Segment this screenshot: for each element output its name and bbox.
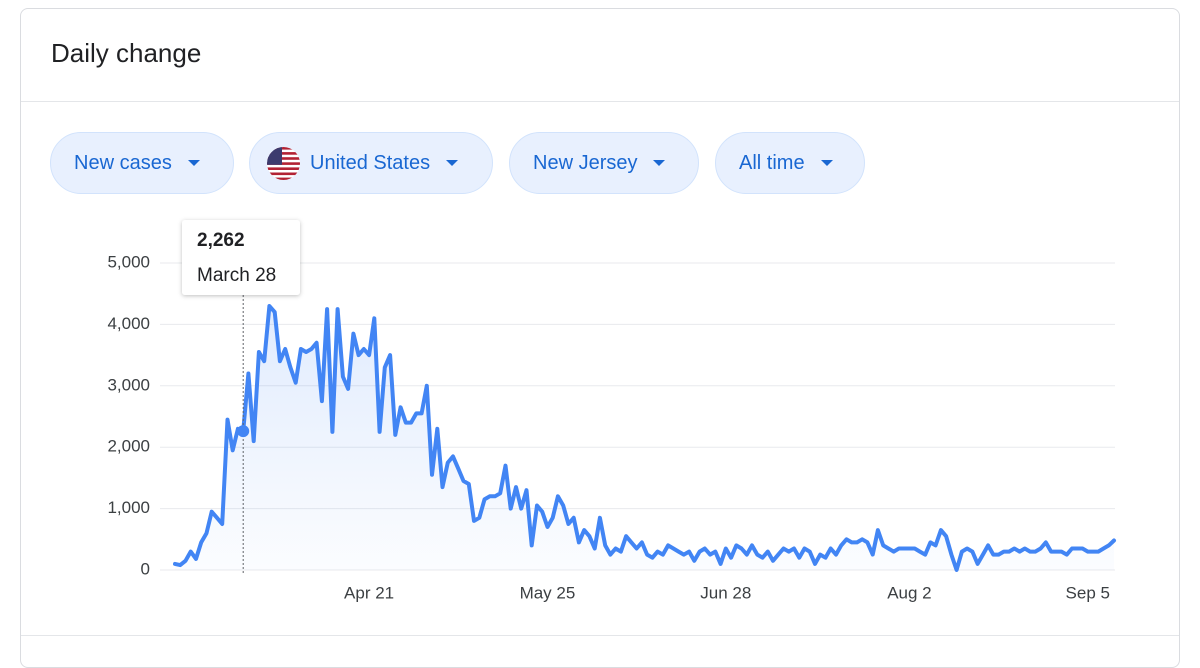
- dropdown-arrow: [653, 160, 666, 166]
- region-dropdown[interactable]: New Jersey: [509, 132, 699, 194]
- metric-dropdown[interactable]: New cases: [50, 132, 234, 194]
- divider: [21, 635, 1179, 636]
- dropdown-arrow: [820, 160, 833, 166]
- x-tick-label: Aug 2: [887, 583, 931, 602]
- chart: 0 1,000 2,000 3,000 4,000 5,000 Apr 21 May 25 Ju…: [107, 220, 1116, 602]
- x-tick-label: May 25: [520, 583, 576, 602]
- data-line: [173, 304, 1116, 572]
- country-dropdown[interactable]: United States: [249, 132, 493, 194]
- y-tick-label: 2,000: [107, 437, 150, 456]
- y-tick-label: 3,000: [107, 375, 150, 394]
- dropdown-arrow: [446, 160, 459, 166]
- y-tick-label: 5,000: [107, 252, 150, 271]
- chip-label: New Jersey: [533, 151, 638, 174]
- chip-label: New cases: [74, 151, 172, 174]
- y-tick-label: 4,000: [107, 314, 150, 333]
- flag-icon: [267, 146, 300, 180]
- y-tick-label: 0: [141, 559, 150, 578]
- area-fill: [175, 306, 1114, 570]
- tooltip: 2,262 March 28: [182, 220, 300, 295]
- x-tick-label: Apr 21: [344, 583, 394, 602]
- divider: [21, 101, 1179, 102]
- tooltip-box: [182, 220, 300, 295]
- time-dropdown[interactable]: All time: [715, 132, 865, 194]
- tooltip-value: 2,262: [197, 230, 245, 251]
- hover-point: [237, 425, 250, 438]
- chip-label: United States: [310, 151, 431, 174]
- tooltip-date: March 28: [197, 265, 276, 286]
- chip-label: All time: [739, 151, 805, 174]
- y-tick-label: 1,000: [107, 498, 150, 517]
- x-tick-label: Jun 28: [700, 583, 751, 602]
- dropdown-arrow: [187, 160, 200, 166]
- x-tick-label: Sep 5: [1066, 583, 1110, 602]
- card-title: Daily change: [51, 38, 202, 68]
